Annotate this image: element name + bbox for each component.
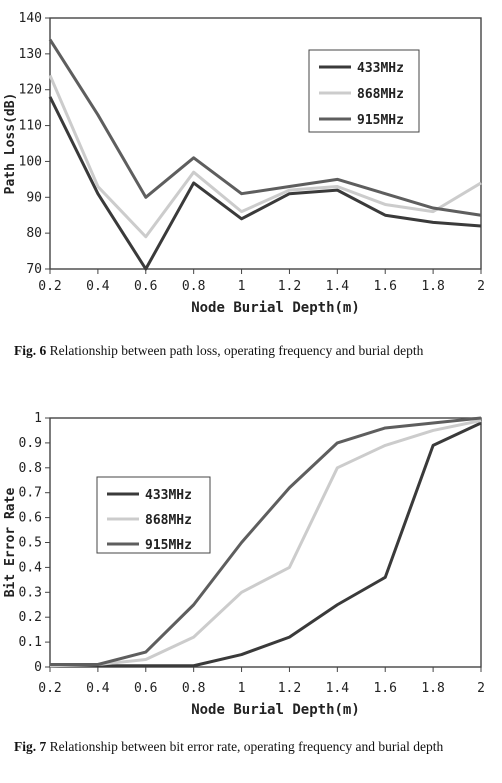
ber-y-tick-label: 0.7 xyxy=(19,486,42,501)
path-loss-x-tick-label: 1.4 xyxy=(326,279,350,294)
path-loss-y-axis-label: Path Loss(dB) xyxy=(3,93,18,195)
ber-series-868mhz-line xyxy=(49,419,482,668)
ber-y-tick-label: 0.3 xyxy=(19,585,42,600)
figure-6-label: Fig. 6 xyxy=(14,343,47,358)
path-loss-legend-label-915mhz: 915MHz xyxy=(357,113,404,128)
figure-7-label: Fig. 7 xyxy=(14,739,47,754)
path-loss-legend-label-433mhz: 433MHz xyxy=(357,61,404,76)
path-loss-y-tick-label: 80 xyxy=(26,226,42,241)
path-loss-x-tick-label: 1.2 xyxy=(278,279,301,294)
ber-x-tick-label: 2 xyxy=(477,681,485,696)
path-loss-y-tick-label: 110 xyxy=(19,119,42,134)
ber-series-433mhz-line xyxy=(50,421,482,668)
ber-x-tick-label: 1.2 xyxy=(278,681,301,696)
path-loss-plot-area xyxy=(49,17,482,270)
path-loss-x-tick-label: 0.6 xyxy=(134,279,157,294)
path-loss-x-tick-label: 2 xyxy=(477,279,485,294)
bit-error-rate-chart: 0 0.1 0.2 0.3 0.4 0.5 0.6 0.7 0.8 0.9 1 0.2 0.4 0.6 0.… xyxy=(3,411,485,718)
path-loss-x-tick-label: 1.6 xyxy=(373,279,396,294)
path-loss-x-tick-label: 1 xyxy=(238,279,246,294)
path-loss-y-tick-label: 90 xyxy=(26,190,42,205)
path-loss-x-axis-label: Node Burial Depth(m) xyxy=(191,300,360,316)
ber-series-915mhz-line xyxy=(50,416,482,667)
ber-x-tick-label: 0.4 xyxy=(86,681,110,696)
ber-y-tick-label: 0 xyxy=(34,660,42,675)
path-loss-x-tick-label: 0.2 xyxy=(38,279,61,294)
path-loss-y-tick-label: 130 xyxy=(19,47,42,62)
figure-6-caption: Fig. 6 Relationship between path loss, o… xyxy=(14,342,490,360)
ber-y-tick-label: 0.9 xyxy=(19,436,42,451)
figure-6-caption-text: Relationship between path loss, operatin… xyxy=(49,343,424,358)
ber-y-tick-label: 0.4 xyxy=(19,560,43,575)
path-loss-y-tick-label: 100 xyxy=(19,154,42,169)
path-loss-series-433mhz-line xyxy=(48,96,482,271)
ber-y-tick-label: 1 xyxy=(34,411,42,426)
path-loss-y-tick-label: 120 xyxy=(19,83,42,98)
ber-y-axis-label: Bit Error Rate xyxy=(3,488,18,598)
ber-y-tick-label: 0.8 xyxy=(19,461,42,476)
ber-x-tick-label: 0.8 xyxy=(182,681,205,696)
ber-x-tick-label: 1.8 xyxy=(421,681,444,696)
ber-y-tick-label: 0.5 xyxy=(19,536,42,551)
ber-x-tick-label: 1.6 xyxy=(373,681,396,696)
path-loss-x-tick-label: 0.4 xyxy=(86,279,110,294)
ber-y-tick-label: 0.6 xyxy=(19,511,42,526)
ber-legend-label-433mhz: 433MHz xyxy=(145,488,192,503)
ber-x-tick-label: 1 xyxy=(238,681,246,696)
ber-x-axis-label: Node Burial Depth(m) xyxy=(191,702,360,718)
ber-legend xyxy=(96,476,211,554)
ber-legend-label-915mhz: 915MHz xyxy=(145,538,192,553)
ber-x-tick-label: 0.2 xyxy=(38,681,61,696)
ber-x-tick-label: 1.4 xyxy=(326,681,350,696)
ber-x-tick-label: 0.6 xyxy=(134,681,157,696)
path-loss-y-tick-label: 140 xyxy=(19,11,42,26)
ber-y-tick-label: 0.2 xyxy=(19,610,42,625)
path-loss-chart: 70 80 90 100 110 120 130 140 0.2 0.4 0.6 0.8 1 1.2 1.4… xyxy=(3,11,485,316)
ber-y-tick-label: 0.1 xyxy=(19,635,42,650)
path-loss-x-tick-label: 0.8 xyxy=(182,279,205,294)
figure-7-caption: Fig. 7 Relationship between bit error ra… xyxy=(14,738,490,756)
path-loss-legend-label-868mhz: 868MHz xyxy=(357,87,404,102)
path-loss-x-tick-label: 1.8 xyxy=(421,279,444,294)
figure-7-caption-text: Relationship between bit error rate, ope… xyxy=(49,739,444,754)
path-loss-series-868mhz-line xyxy=(48,74,482,239)
ber-legend-label-868mhz: 868MHz xyxy=(145,513,192,528)
path-loss-series-915mhz-line xyxy=(48,38,482,217)
path-loss-y-tick-label: 70 xyxy=(26,262,42,277)
